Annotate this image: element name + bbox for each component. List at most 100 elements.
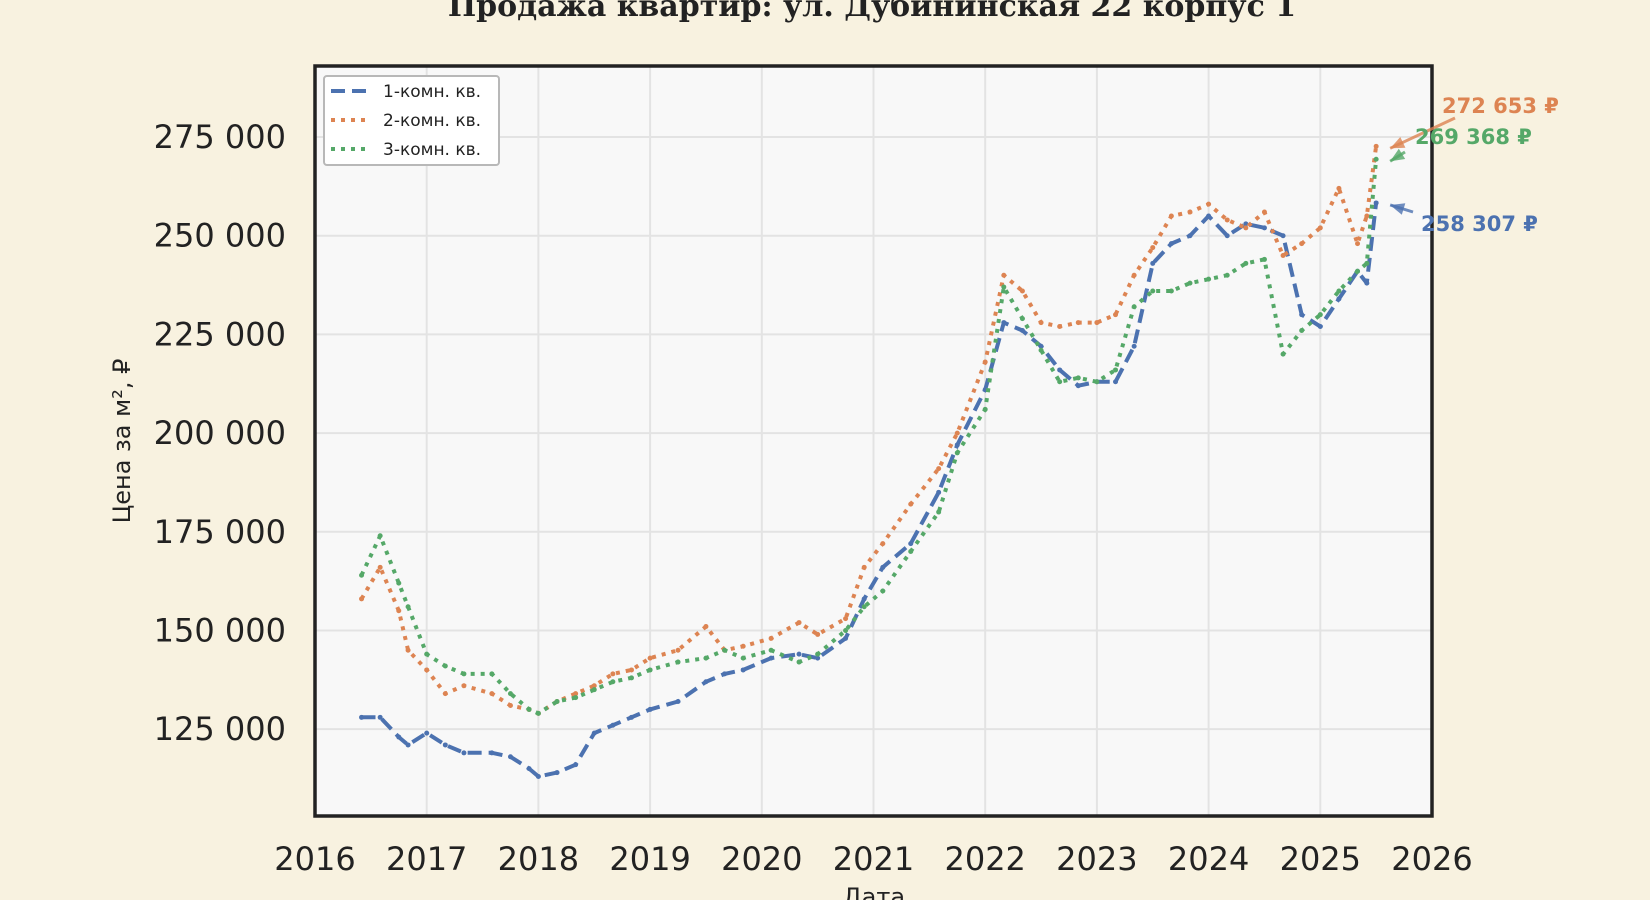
- series-1-point: [554, 770, 560, 776]
- series-3-point: [1336, 288, 1342, 294]
- x-tick-label: 2026: [1391, 840, 1472, 878]
- series-3-point: [442, 663, 448, 669]
- x-tick-label: 2021: [833, 840, 914, 878]
- x-tick-label: 2024: [1168, 840, 1249, 878]
- series-1-point: [1280, 233, 1286, 239]
- series-3-point: [1094, 379, 1100, 385]
- x-tick-label: 2020: [721, 840, 802, 878]
- annotation-arrowhead: [1390, 148, 1406, 162]
- series-3-point: [535, 710, 541, 716]
- annotation-label: 258 307 ₽: [1421, 212, 1538, 236]
- series-2-point: [591, 683, 597, 689]
- x-tick-label: 2019: [609, 840, 690, 878]
- series-1-point: [610, 722, 616, 728]
- series-3-point: [1187, 280, 1193, 286]
- series-1-point: [1299, 312, 1305, 318]
- series-3-point: [1075, 375, 1081, 381]
- series-2-point: [647, 655, 653, 661]
- series-2-point: [1317, 225, 1323, 231]
- series-2-point: [703, 624, 709, 630]
- x-tick-label: 2025: [1280, 840, 1361, 878]
- series-1-point: [675, 699, 681, 705]
- series-1-point: [1364, 280, 1370, 286]
- series-1-point: [526, 766, 532, 772]
- series-3-point: [982, 406, 988, 412]
- series-1-point: [424, 730, 430, 736]
- series-3-point: [1001, 284, 1007, 290]
- series-3-point: [815, 651, 821, 657]
- series-3-point: [861, 604, 867, 610]
- series-2-point: [461, 683, 467, 689]
- series-3-point: [1113, 367, 1119, 373]
- series-1-point: [796, 651, 802, 657]
- series-3-point: [1038, 347, 1044, 353]
- series-3-point: [1243, 260, 1249, 266]
- series-3-point: [1373, 156, 1379, 162]
- series-2-point: [936, 466, 942, 472]
- series-2-point: [768, 635, 774, 641]
- x-axis-label: Дата: [843, 883, 905, 900]
- series-1-point: [843, 635, 849, 641]
- series-2-point: [880, 541, 886, 547]
- series-1-point: [1038, 343, 1044, 349]
- legend-label: 1-комн. кв.: [383, 82, 481, 102]
- series-3-point: [880, 588, 886, 594]
- series-1-point: [880, 564, 886, 570]
- series-3-point: [1299, 327, 1305, 333]
- series-1-point: [1075, 383, 1081, 389]
- series-3-point: [554, 699, 560, 705]
- series-3-point: [405, 604, 411, 610]
- legend-label: 2-комн. кв.: [383, 111, 481, 131]
- series-3-point: [1364, 260, 1370, 266]
- series-1-point: [1261, 225, 1267, 231]
- series-3-point: [740, 655, 746, 661]
- series-1-point: [1001, 320, 1007, 326]
- series-2-point: [1001, 272, 1007, 278]
- series-1-point: [1187, 233, 1193, 239]
- series-3-point: [954, 450, 960, 456]
- series-2-point: [1113, 312, 1119, 318]
- series-2-point: [628, 667, 634, 673]
- series-2-point: [1150, 245, 1156, 251]
- series-3-point: [1131, 304, 1137, 310]
- series-1-point: [1317, 324, 1323, 330]
- annotation-label: 272 653 ₽: [1442, 94, 1559, 118]
- series-1-point: [1131, 343, 1137, 349]
- series-1-point: [703, 679, 709, 685]
- series-2-point: [815, 631, 821, 637]
- series-3-point: [1355, 268, 1361, 274]
- series-1-point: [861, 596, 867, 602]
- x-tick-label: 2016: [274, 840, 355, 878]
- series-2-point: [1364, 213, 1370, 219]
- legend-label: 3-комн. кв.: [383, 140, 481, 160]
- series-1-point: [1206, 213, 1212, 219]
- series-3-point: [610, 679, 616, 685]
- series-3-point: [675, 659, 681, 665]
- series-2-point: [1187, 209, 1193, 215]
- series-2-point: [1057, 324, 1063, 330]
- series-1-point: [1373, 200, 1379, 206]
- series-1-point: [740, 667, 746, 673]
- series-2-point: [489, 691, 495, 697]
- series-1-point: [1168, 241, 1174, 247]
- series-1-point: [908, 541, 914, 547]
- series-2-point: [1243, 225, 1249, 231]
- series-2-point: [610, 671, 616, 677]
- legend-box: [323, 75, 500, 166]
- y-tick-label: 200 000: [154, 414, 286, 452]
- plot-frame: [313, 64, 1434, 818]
- y-tick-label: 225 000: [154, 315, 286, 353]
- series-2-point: [359, 596, 365, 602]
- y-tick-label: 175 000: [154, 513, 286, 551]
- series-1-point: [535, 774, 541, 780]
- series-1-point: [591, 730, 597, 736]
- series-3-point: [703, 655, 709, 661]
- series-3-point: [796, 659, 802, 665]
- series-3-point: [489, 671, 495, 677]
- annotation-arrowhead: [1390, 137, 1406, 149]
- series-1-point: [507, 754, 513, 760]
- series-3-point: [908, 549, 914, 555]
- series-2-point: [1019, 288, 1025, 294]
- series-2-point: [1261, 209, 1267, 215]
